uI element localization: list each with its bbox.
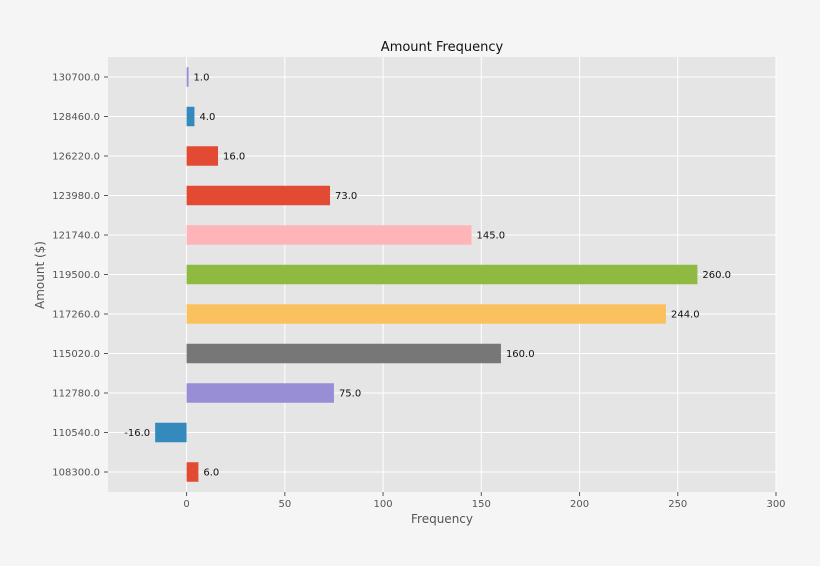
bar-value-label: 244.0 (671, 310, 700, 321)
y-tick-label: 130700.0 (52, 73, 100, 84)
bars (155, 67, 698, 482)
bar (186, 462, 199, 482)
bar-value-label: 4.0 (199, 112, 215, 123)
y-tick-label: 110540.0 (52, 428, 100, 439)
x-axis-ticks: 0 50 100 150 200 250 300 (183, 492, 786, 510)
x-tick-label: 50 (278, 499, 291, 510)
y-tick-label: 128460.0 (52, 112, 100, 123)
y-tick-label: 123980.0 (52, 191, 100, 202)
bar (186, 304, 666, 324)
x-tick-label: 150 (472, 499, 491, 510)
x-axis-label: Frequency (411, 512, 473, 526)
y-tick-label: 117260.0 (52, 310, 100, 321)
bar-value-label: 160.0 (506, 349, 535, 360)
bar (186, 225, 472, 245)
x-tick-label: 300 (766, 499, 785, 510)
y-tick-label: 115020.0 (52, 349, 100, 360)
chart-title: Amount Frequency (381, 40, 504, 55)
y-tick-label: 108300.0 (52, 468, 100, 479)
y-tick-label: 119500.0 (52, 270, 100, 281)
value-labels: 6.0 -16.0 75.0 160.0 244.0 260.0 145.0 73.0 16.0… (124, 73, 731, 479)
bar-value-label: 260.0 (702, 270, 731, 281)
x-tick-label: 250 (668, 499, 687, 510)
bar-value-label: 75.0 (339, 389, 361, 400)
bar (186, 146, 219, 166)
bar (186, 106, 195, 127)
bar (186, 67, 189, 87)
bar-value-label: 145.0 (476, 231, 505, 242)
bar (186, 185, 331, 206)
bar-value-label: 6.0 (203, 468, 219, 479)
bar-value-label: 73.0 (335, 191, 357, 202)
bar (186, 264, 698, 285)
y-axis-label: Amount ($) (33, 241, 47, 309)
bar-value-label: 1.0 (194, 73, 210, 84)
x-tick-label: 200 (570, 499, 589, 510)
x-tick-label: 100 (374, 499, 393, 510)
y-tick-label: 126220.0 (52, 152, 100, 163)
bar (155, 422, 187, 443)
bar (186, 343, 501, 364)
y-axis-ticks: 108300.0 110540.0 112780.0 115020.0 117260.0… (52, 73, 108, 479)
y-tick-label: 121740.0 (52, 231, 100, 242)
bar-value-label: -16.0 (124, 428, 150, 439)
bar (186, 383, 334, 403)
bar-value-label: 16.0 (223, 152, 245, 163)
x-tick-label: 0 (183, 499, 189, 510)
y-tick-label: 112780.0 (52, 389, 100, 400)
